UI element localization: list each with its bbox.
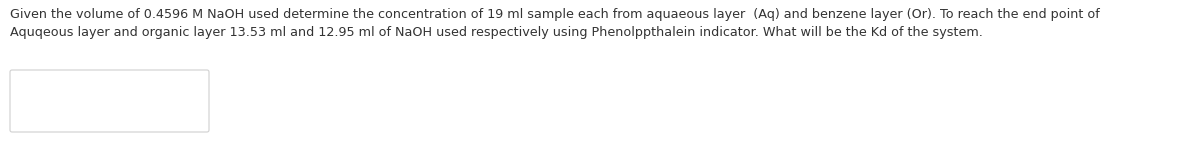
Text: Aquqeous layer and organic layer 13.53 ml and 12.95 ml of NaOH used respectively: Aquqeous layer and organic layer 13.53 m… <box>10 26 983 39</box>
Text: Given the volume of 0.4596 M NaOH used determine the concentration of 19 ml samp: Given the volume of 0.4596 M NaOH used d… <box>10 8 1099 21</box>
FancyBboxPatch shape <box>10 70 209 132</box>
